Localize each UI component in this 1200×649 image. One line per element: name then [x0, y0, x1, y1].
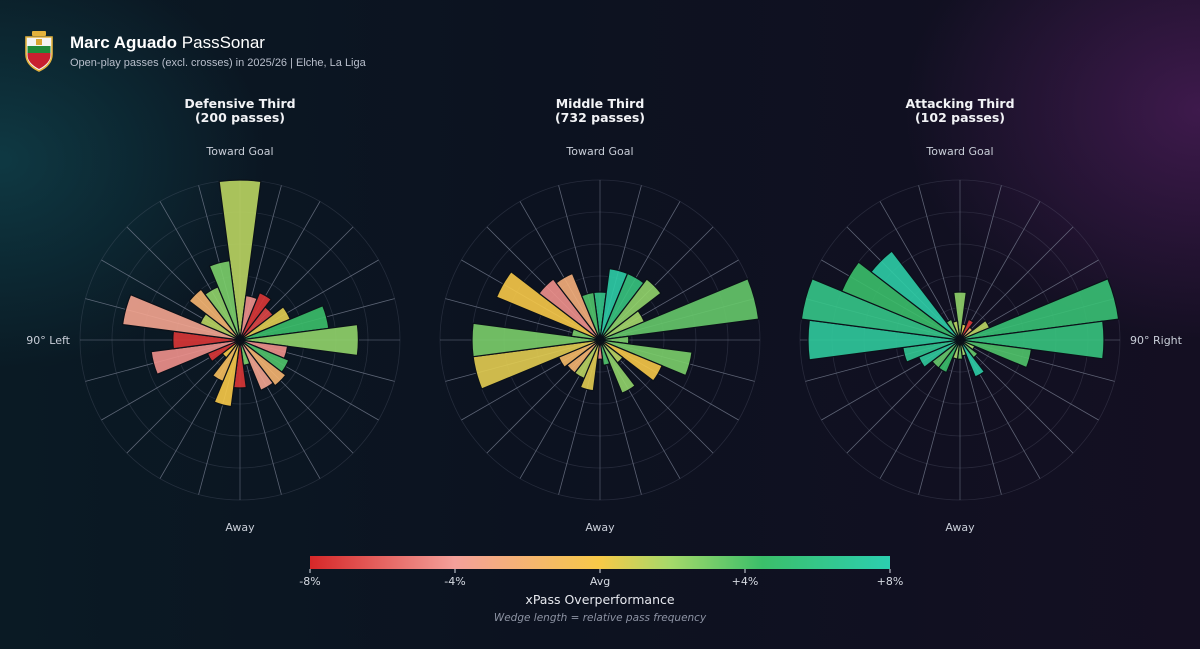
label-away: Away	[585, 521, 615, 534]
sonar-wedge	[841, 261, 961, 341]
sonar-wedge	[599, 339, 636, 394]
label-toward-goal: Toward Goal	[565, 145, 633, 158]
elche-crest-icon	[25, 31, 53, 72]
sonar-panel-2: Middle Third(732 passes) Toward Goal Away	[439, 96, 761, 534]
sonar-wedge	[188, 288, 241, 341]
sonar-wedge	[800, 278, 961, 341]
grid-spoke	[959, 185, 1002, 341]
panel-pass-count: (200 passes)	[195, 110, 285, 125]
sonar-wedge	[599, 339, 693, 377]
sonar-wedge	[959, 339, 1032, 369]
sonar-wedge	[959, 339, 985, 378]
sonar-wedge	[212, 339, 241, 382]
sonar-wedge	[599, 278, 760, 341]
colorbar-gradient	[310, 556, 890, 569]
grid-spoke	[126, 339, 241, 454]
sonar-wedge	[239, 292, 272, 341]
grid-spoke	[918, 339, 961, 495]
panel-title: Attacking Third	[905, 96, 1014, 111]
sonar-wedge	[208, 260, 241, 341]
sonar-wedge	[122, 294, 241, 341]
sonar-wedge	[239, 323, 360, 357]
label-away: Away	[225, 521, 255, 534]
sonar-wedge	[953, 291, 967, 341]
sonar-wedge	[538, 278, 601, 341]
sonar-wedge	[150, 339, 241, 375]
player-name: Marc Aguado	[70, 33, 178, 52]
label-right: 90° Right	[1130, 334, 1183, 347]
sonar-wedge	[599, 339, 611, 366]
grid-spoke	[959, 339, 1074, 454]
label-toward-goal: Toward Goal	[925, 145, 993, 158]
grid-spoke	[959, 226, 1074, 341]
label-left: 90° Left	[26, 334, 70, 347]
colorbar: -8% -4% Avg +4% +8% xPass Overperformance We…	[299, 556, 903, 624]
label-toward-goal: Toward Goal	[205, 145, 273, 158]
sonar-wedge	[959, 278, 1120, 341]
colorbar-tick-label: -4%	[444, 575, 465, 588]
colorbar-title: xPass Overperformance	[525, 592, 674, 607]
sonar-wedge	[599, 339, 663, 382]
grid-spoke	[959, 339, 1099, 421]
sonar-wedge	[959, 320, 1105, 360]
sonar-wedge	[239, 339, 274, 391]
colorbar-tick-label: +4%	[732, 575, 759, 588]
panel-pass-count: (732 passes)	[555, 110, 645, 125]
colorbar-note: Wedge length = relative pass frequency	[494, 612, 707, 624]
sonar-wedge	[945, 318, 961, 341]
grid-spoke	[239, 339, 282, 495]
grid-spoke	[879, 201, 961, 341]
colorbar-ticks: -8% -4% Avg +4% +8%	[299, 569, 903, 588]
chart-title: Marc Aguado PassSonar	[70, 33, 265, 53]
sonar-panel-3: Attacking Third(102 passes) Toward Goal Aw…	[799, 96, 1183, 534]
panel-title: Defensive Third	[184, 96, 295, 111]
panel-pass-count: (102 passes)	[915, 110, 1005, 125]
chart-subtitle: Open-play passes (excl. crosses) in 2025…	[70, 57, 366, 69]
sonar-wedge	[239, 339, 287, 387]
sonar-panel-1: Defensive Third(200 passes) Toward Goal Aw…	[26, 96, 401, 534]
sonar-wedge	[555, 272, 601, 341]
colorbar-tick-label: Avg	[590, 575, 610, 588]
sonar-wedge	[495, 271, 601, 341]
colorbar-tick-label: -8%	[299, 575, 320, 588]
grid-spoke	[959, 339, 1002, 495]
sonar-wedge	[599, 278, 662, 341]
grid-spoke	[918, 185, 961, 341]
sonar-wedge	[471, 322, 601, 358]
grid-spoke	[599, 339, 642, 495]
grid-spoke	[959, 201, 1041, 341]
viz-name: PassSonar	[181, 33, 265, 52]
label-away: Away	[945, 521, 975, 534]
sonar-wedge	[870, 250, 961, 341]
sonar-wedge	[218, 179, 262, 341]
colorbar-tick-label: +8%	[877, 575, 904, 588]
sonar-wedge	[952, 320, 961, 341]
pass-sonar-panels: Defensive Third(200 passes) Toward Goal Aw…	[26, 96, 1182, 534]
sonar-wedge	[581, 291, 601, 341]
panel-title: Middle Third	[556, 96, 645, 111]
